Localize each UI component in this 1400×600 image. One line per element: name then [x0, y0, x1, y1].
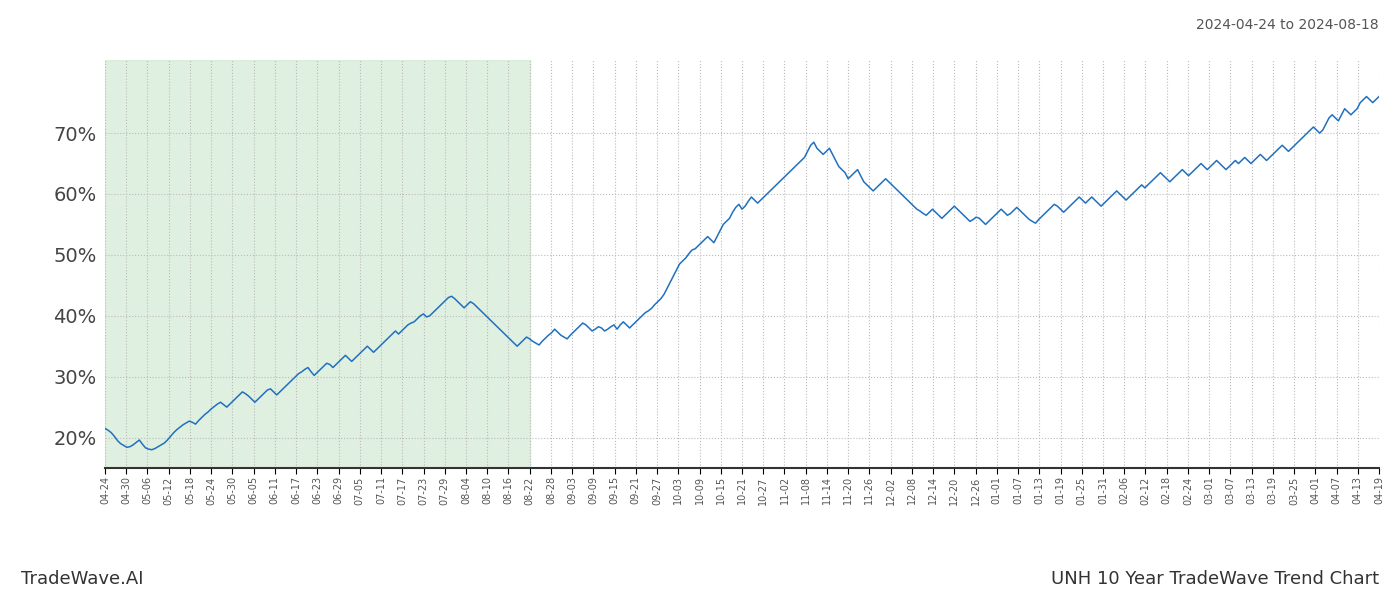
Bar — [105, 60, 529, 468]
Text: UNH 10 Year TradeWave Trend Chart: UNH 10 Year TradeWave Trend Chart — [1051, 570, 1379, 588]
Text: TradeWave.AI: TradeWave.AI — [21, 570, 143, 588]
Text: 2024-04-24 to 2024-08-18: 2024-04-24 to 2024-08-18 — [1197, 18, 1379, 32]
